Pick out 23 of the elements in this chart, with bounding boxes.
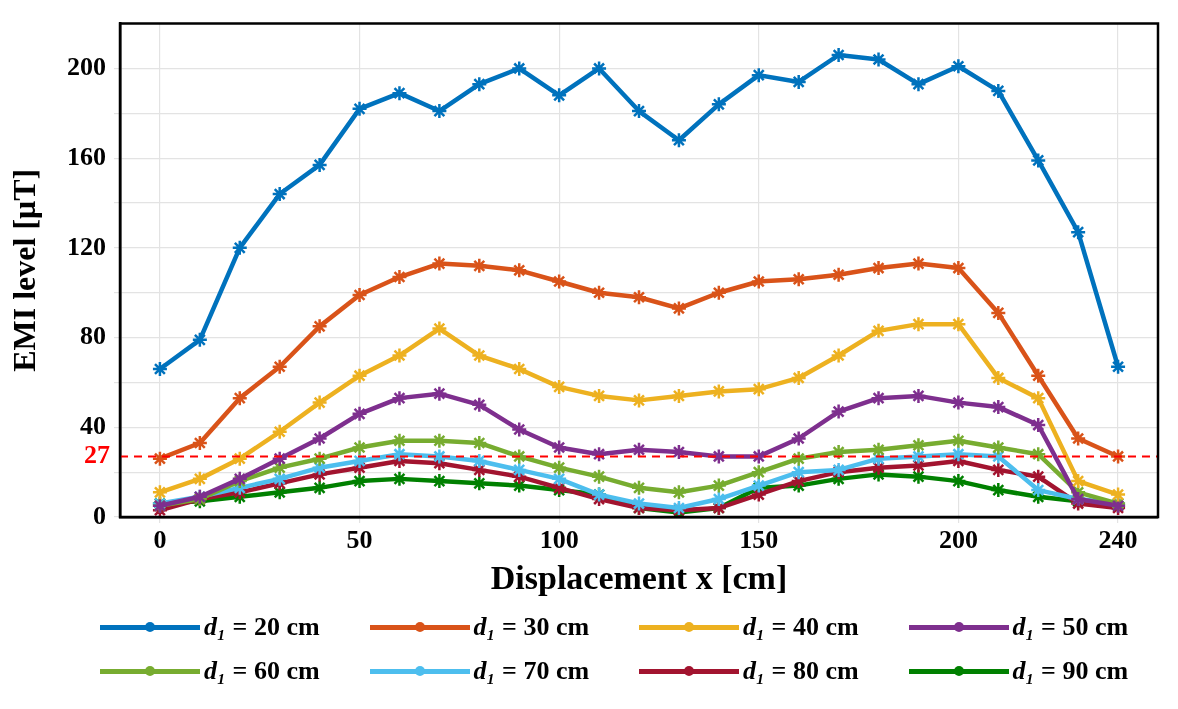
y-tick-label: 200	[67, 52, 106, 82]
legend-label: d₁ = 40 cm	[743, 612, 859, 642]
legend-label: d₁ = 90 cm	[1012, 656, 1129, 686]
x-tick-label: 150	[739, 525, 779, 555]
x-tick-label: 100	[539, 525, 579, 555]
y-tick-label: 120	[67, 231, 106, 261]
x-tick-label: 240	[1098, 525, 1138, 555]
legend-label: d₁ = 30 cm	[473, 612, 590, 642]
legend-label: d₁ = 20 cm	[204, 612, 320, 642]
y-tick-label: 0	[93, 500, 106, 530]
legend-label: d₁ = 60 cm	[204, 656, 320, 686]
y-tick-label: 160	[67, 141, 106, 171]
legend-label: d₁ = 50 cm	[1012, 612, 1129, 642]
legend-label: d₁ = 80 cm	[743, 656, 859, 686]
y-tick-label: 80	[80, 321, 106, 351]
y-axis-title: EMI level [μT]	[6, 168, 43, 372]
ref-line-label: 27	[84, 440, 110, 470]
legend-label: d₁ = 70 cm	[473, 656, 590, 686]
x-axis-title: Displacement x [cm]	[490, 559, 788, 597]
x-tick-label: 200	[938, 525, 978, 555]
x-tick-label: 50	[346, 525, 373, 555]
x-tick-label: 0	[153, 525, 167, 555]
y-tick-label: 40	[80, 411, 106, 441]
